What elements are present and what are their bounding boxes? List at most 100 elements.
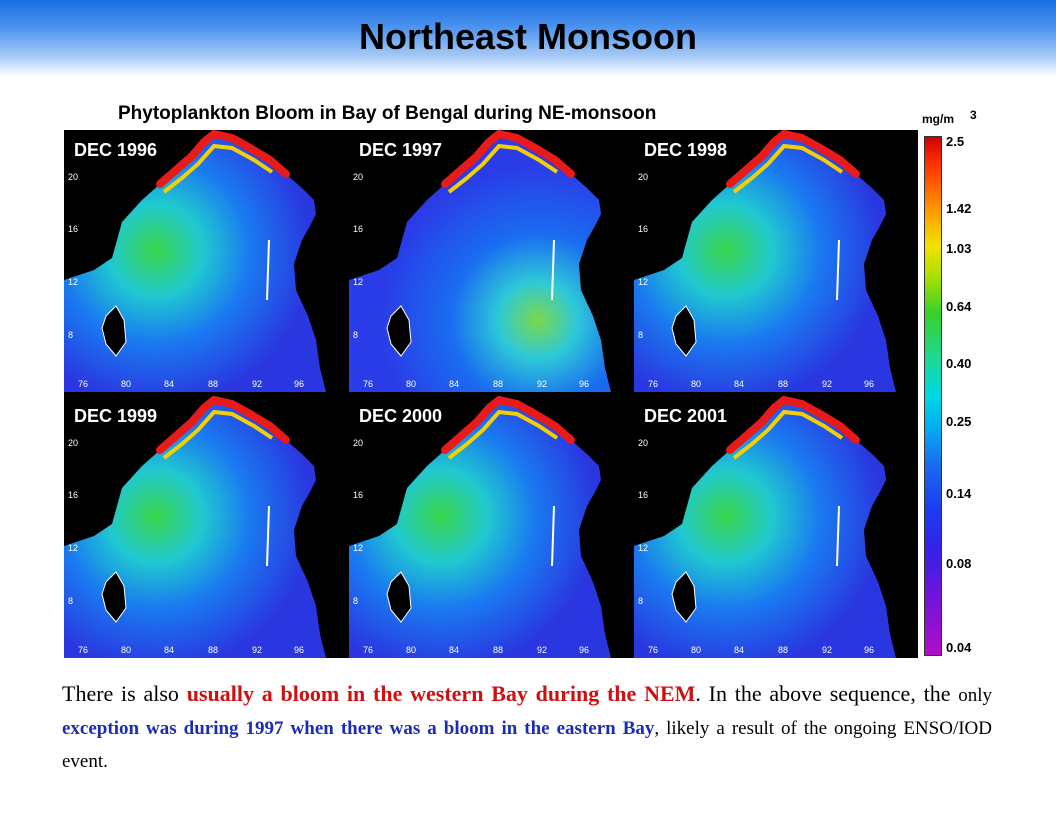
sri-lanka (386, 571, 412, 623)
lon-tick-label: 88 (493, 379, 503, 389)
description-highlight-east: exception was during 1997 when there was… (62, 718, 655, 739)
lat-tick-label: 8 (353, 596, 358, 606)
andaman-islands (266, 239, 270, 301)
lon-tick-label: 96 (294, 379, 304, 389)
coastal-bloom (156, 130, 290, 188)
lon-tick-label: 76 (78, 379, 88, 389)
map-panel: DEC 2000 20 16 12 8 76 80 84 88 92 96 (349, 396, 632, 658)
colorbar-unit-exponent: 3 (970, 108, 977, 122)
lon-tick-label: 76 (363, 645, 373, 655)
lon-tick-label: 96 (579, 379, 589, 389)
lon-tick-label: 84 (449, 379, 459, 389)
lat-tick-label: 8 (68, 330, 73, 340)
colorbar-tick: 0.40 (946, 356, 972, 371)
map-svg: DEC 1997 20 16 12 8 76 80 84 88 92 96 (349, 130, 632, 392)
colorbar-tick: 0.64 (946, 299, 972, 314)
andaman-islands (836, 239, 840, 301)
map-panel: DEC 1998 20 16 12 8 76 80 84 88 92 96 (634, 130, 917, 392)
lon-tick-label: 88 (778, 379, 788, 389)
andaman-islands (836, 505, 840, 567)
lon-tick-label: 80 (691, 379, 701, 389)
coastal-bloom (441, 396, 575, 454)
lat-tick-label: 16 (638, 490, 648, 500)
lat-tick-label: 8 (638, 330, 643, 340)
sri-lanka (671, 305, 697, 357)
lat-tick-label: 12 (638, 277, 648, 287)
andaman-islands (551, 239, 555, 301)
colorbar-unit: mg/m (922, 112, 955, 126)
ocean-region (349, 400, 611, 658)
lon-tick-label: 80 (406, 379, 416, 389)
colorbar-tick: 0.08 (946, 556, 972, 571)
lon-tick-label: 92 (252, 379, 262, 389)
lat-tick-label: 16 (353, 490, 363, 500)
lat-tick-label: 8 (638, 596, 643, 606)
ocean-region (349, 134, 611, 392)
lat-tick-label: 20 (68, 438, 78, 448)
lon-tick-label: 80 (121, 379, 131, 389)
lon-tick-label: 92 (537, 379, 547, 389)
colorbar-tick: 0.04 (946, 640, 972, 655)
lat-tick-label: 20 (68, 172, 78, 182)
lat-tick-label: 20 (638, 438, 648, 448)
lat-tick-label: 20 (353, 438, 363, 448)
lat-tick-label: 16 (68, 490, 78, 500)
colorbar-tick: 1.03 (946, 241, 972, 256)
colorbar-tick: 1.42 (946, 201, 972, 216)
panel-year-label: DEC 1997 (359, 140, 442, 160)
lat-tick-label: 20 (638, 172, 648, 182)
lon-tick-label: 92 (822, 379, 832, 389)
lat-tick-label: 16 (353, 224, 363, 234)
lon-tick-label: 84 (164, 379, 174, 389)
lon-tick-label: 88 (778, 645, 788, 655)
panel-year-label: DEC 1996 (74, 140, 157, 160)
description-text: There is also usually a bloom in the wes… (62, 678, 992, 777)
lon-tick-label: 76 (648, 379, 658, 389)
lon-tick-label: 96 (864, 379, 874, 389)
lat-tick-label: 8 (68, 596, 73, 606)
lat-tick-label: 12 (68, 543, 78, 553)
lon-tick-label: 80 (406, 645, 416, 655)
map-svg: DEC 2001 20 16 12 8 76 80 84 88 92 96 (634, 396, 917, 658)
lon-tick-label: 80 (121, 645, 131, 655)
colorbar (924, 136, 942, 656)
colorbar-tick: 0.14 (946, 486, 972, 501)
lon-tick-label: 76 (648, 645, 658, 655)
lon-tick-label: 92 (252, 645, 262, 655)
description-highlight-west: usually a bloom in the western Bay durin… (186, 681, 696, 706)
lat-tick-label: 8 (353, 330, 358, 340)
lon-tick-label: 92 (822, 645, 832, 655)
lat-tick-label: 12 (353, 277, 363, 287)
ocean-region (64, 400, 326, 658)
sri-lanka (386, 305, 412, 357)
description-part: only (958, 685, 993, 706)
andaman-islands (266, 505, 270, 567)
map-panel: DEC 1999 20 16 12 8 76 80 84 88 92 96 (64, 396, 347, 658)
lat-tick-label: 16 (638, 224, 648, 234)
lon-tick-label: 76 (78, 645, 88, 655)
panel-year-label: DEC 2001 (644, 406, 727, 426)
description-part: . In the above sequence, the (695, 681, 959, 706)
panel-year-label: DEC 2000 (359, 406, 442, 426)
lon-tick-label: 88 (208, 379, 218, 389)
lon-tick-label: 84 (164, 645, 174, 655)
lat-tick-label: 12 (353, 543, 363, 553)
coastal-bloom (156, 396, 290, 454)
lat-tick-label: 20 (353, 172, 363, 182)
lon-tick-label: 88 (493, 645, 503, 655)
ocean-region (634, 400, 896, 658)
coastal-bloom (441, 130, 575, 188)
lon-tick-label: 84 (449, 645, 459, 655)
lat-tick-label: 16 (68, 224, 78, 234)
lon-tick-label: 96 (864, 645, 874, 655)
sri-lanka (101, 571, 127, 623)
map-panel: DEC 2001 20 16 12 8 76 80 84 88 92 96 (634, 396, 917, 658)
lon-tick-label: 92 (537, 645, 547, 655)
slide-header: Northeast Monsoon (0, 0, 1056, 76)
colorbar-tick: 2.5 (946, 134, 965, 149)
coastal-bloom (726, 396, 860, 454)
lon-tick-label: 96 (294, 645, 304, 655)
lon-tick-label: 80 (691, 645, 701, 655)
slide-title: Northeast Monsoon (359, 16, 697, 57)
panel-year-label: DEC 1998 (644, 140, 727, 160)
